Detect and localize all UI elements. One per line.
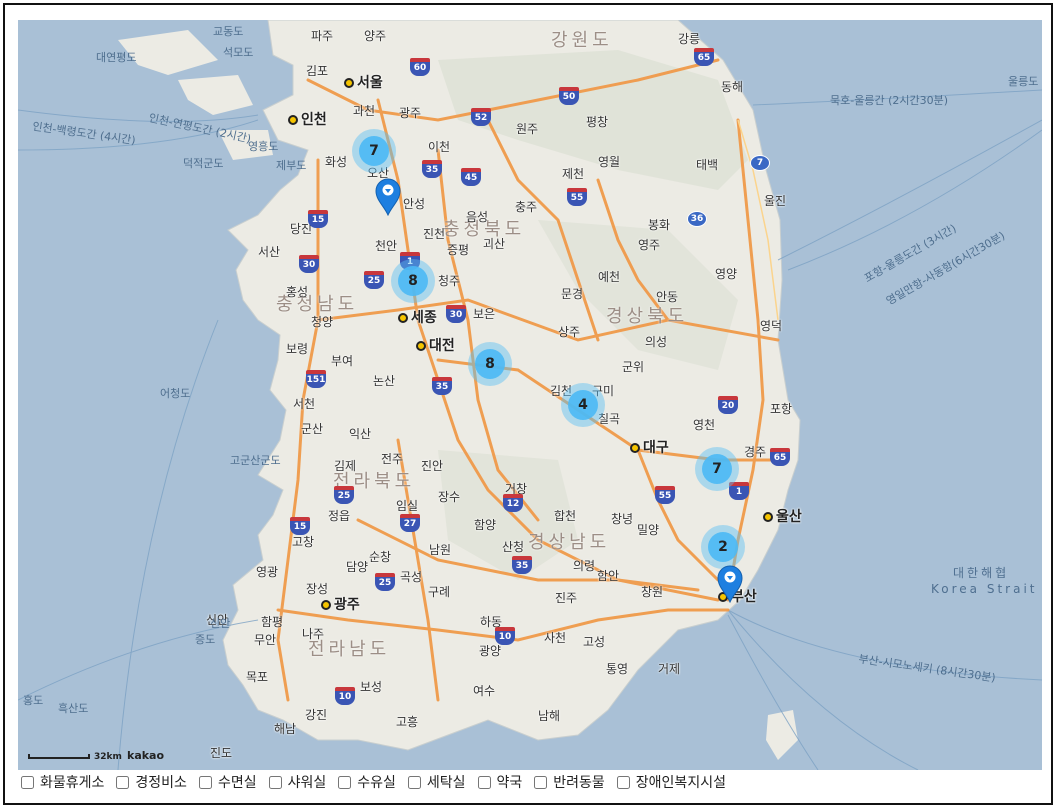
filter-label: 반려동물 [553, 775, 605, 791]
highway-shield: 1 [729, 482, 749, 500]
filter-item[interactable]: 화물휴게소 [18, 772, 104, 792]
highway-shield: 20 [718, 396, 738, 414]
filter-checkbox[interactable] [268, 775, 282, 789]
filter-label: 약국 [496, 775, 523, 791]
scale-bar [28, 754, 90, 759]
cluster-count: 4 [568, 390, 598, 420]
cluster-count: 7 [359, 136, 389, 166]
filter-item[interactable]: 약국 [475, 772, 523, 792]
filter-checkbox[interactable] [116, 775, 130, 789]
filter-label: 화물휴게소 [40, 775, 105, 791]
highway-shield: 30 [299, 255, 319, 273]
cluster-count: 2 [708, 532, 738, 562]
filter-label: 장애인복지시설 [635, 775, 726, 791]
cluster-marker[interactable]: 7 [352, 129, 396, 173]
cluster-count: 7 [702, 454, 732, 484]
highway-shield: 12 [503, 494, 523, 512]
filter-checkbox[interactable] [21, 775, 34, 789]
highway-shield: 65 [770, 448, 790, 466]
cluster-count: 8 [475, 349, 505, 379]
filter-item[interactable]: 장애인복지시설 [614, 772, 726, 792]
filter-label: 수면실 [217, 775, 257, 791]
highway-shield: 15 [290, 517, 310, 535]
page-frame: 강원도 충청북도 충청남도 경상북도 전라북도 경상남도 전라남도 서울 인천 … [3, 3, 1053, 805]
route-shield: 36 [687, 211, 707, 227]
highway-shield: 25 [334, 486, 354, 504]
filter-label: 경정비소 [135, 775, 187, 791]
cluster-marker[interactable]: 7 [695, 447, 739, 491]
filter-checkbox[interactable] [616, 775, 630, 789]
filter-checkbox[interactable] [407, 775, 421, 789]
cluster-count: 8 [398, 266, 428, 296]
highway-shield: 65 [694, 48, 714, 66]
location-pin-icon[interactable] [717, 565, 743, 603]
highway-shield: 52 [471, 108, 491, 126]
location-pin-icon[interactable] [375, 178, 401, 216]
filter-item[interactable]: 세탁실 [405, 772, 466, 792]
highway-shield: 27 [400, 514, 420, 532]
filter-checkbox[interactable] [477, 775, 491, 789]
filter-item[interactable]: 수유실 [335, 772, 396, 792]
highway-shield: 25 [375, 573, 395, 591]
cluster-marker[interactable]: 8 [468, 342, 512, 386]
highway-shield: 55 [567, 188, 587, 206]
filter-label: 샤워실 [287, 775, 327, 791]
scale-label: 32km [94, 752, 122, 762]
highway-shield: 151 [306, 370, 326, 388]
highway-shield: 55 [655, 486, 675, 504]
cluster-marker[interactable]: 2 [701, 525, 745, 569]
highway-shield: 35 [422, 160, 442, 178]
land [222, 20, 801, 751]
highway-shield: 60 [410, 58, 430, 76]
cluster-marker[interactable]: 4 [561, 383, 605, 427]
map-view[interactable]: 강원도 충청북도 충청남도 경상북도 전라북도 경상남도 전라남도 서울 인천 … [18, 20, 1042, 770]
highway-shield: 45 [461, 168, 481, 186]
filter-item[interactable]: 경정비소 [113, 772, 187, 792]
highway-shield: 10 [495, 627, 515, 645]
highway-shield: 35 [512, 556, 532, 574]
map-base [18, 20, 1042, 770]
highway-shield: 50 [559, 87, 579, 105]
highway-shield: 25 [364, 271, 384, 289]
filter-item[interactable]: 샤워실 [266, 772, 327, 792]
kakao-logo: kakao [127, 749, 165, 762]
highway-shield: 15 [308, 210, 328, 228]
facility-filters: 화물휴게소 경정비소 수면실 샤워실 수유실 세탁실 약국 반려동물 장애인복지… [18, 771, 735, 793]
filter-item[interactable]: 반려동물 [531, 772, 605, 792]
route-shield: 7 [750, 155, 770, 171]
filter-checkbox[interactable] [338, 775, 352, 789]
filter-checkbox[interactable] [198, 775, 212, 789]
filter-label: 수유실 [357, 775, 396, 791]
highway-shield: 35 [432, 377, 452, 395]
cluster-marker[interactable]: 8 [391, 259, 435, 303]
filter-checkbox[interactable] [534, 775, 548, 789]
highway-shield: 30 [446, 305, 466, 323]
highway-shield: 1 [400, 252, 420, 270]
highway-shield: 10 [335, 687, 355, 705]
filter-label: 세탁실 [426, 775, 466, 791]
filter-item[interactable]: 수면실 [196, 772, 257, 792]
